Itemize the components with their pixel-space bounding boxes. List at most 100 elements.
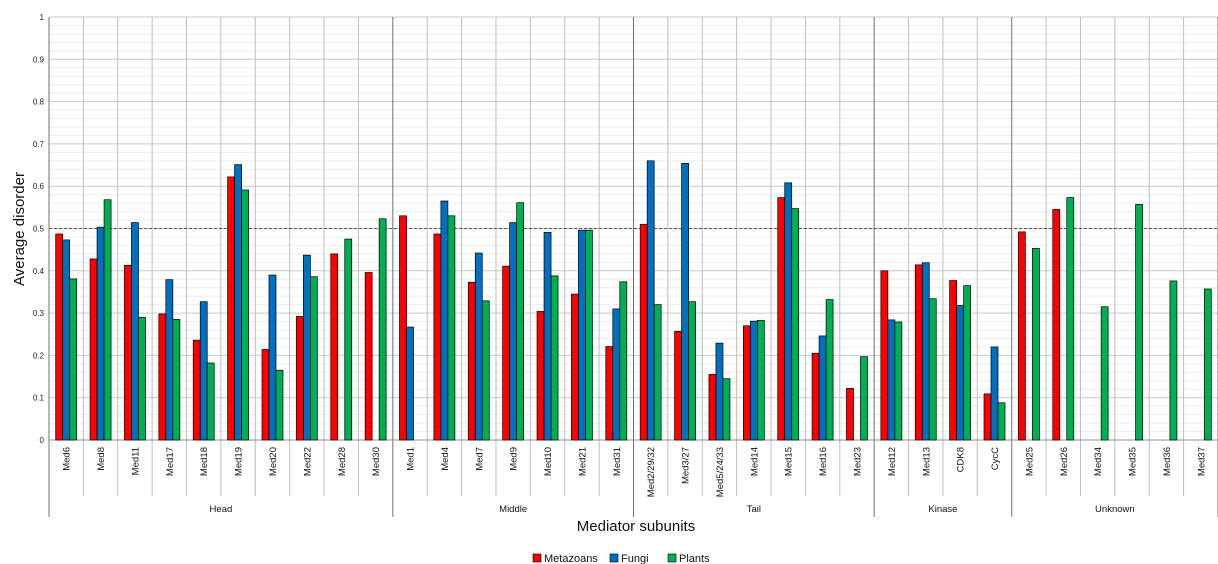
bar-metazoans [502,265,511,441]
category-label: Med30 [371,447,382,476]
bar-plants [447,215,456,441]
bar-plants [103,199,112,441]
bar-metazoans [158,313,167,441]
legend-swatch-fungi [609,553,619,563]
bar-metazoans [433,233,442,441]
bar-metazoans [536,311,545,441]
bar-plants [928,298,937,441]
legend-label: Metazoans [544,553,598,564]
bar-fungi [784,182,793,441]
y-tick-label: 0.4 [33,267,45,276]
bar-plants [550,275,559,441]
legend-label: Fungi [621,553,649,564]
bar-plants [69,278,78,441]
category-label: Med36 [1162,447,1173,476]
bar-fungi [474,252,483,441]
category-label: Med35 [1128,447,1139,476]
category-label: Med19 [234,447,245,476]
bar-metazoans [846,388,854,441]
bar-metazoans [124,264,132,441]
category-label: Med22 [302,447,313,476]
category-label: Med17 [165,447,176,476]
bar-metazoans [227,176,235,441]
bar-plants [344,238,353,441]
bar-fungi [715,342,724,441]
category-label: Med31 [612,447,623,476]
bar-metazoans [261,349,270,441]
bar-fungi [681,163,689,441]
bar-fungi [268,274,277,441]
bar-fungi [509,222,518,441]
y-tick-label: 0 [40,436,45,445]
category-label: Med28 [337,447,348,476]
y-tick-label: 0.5 [33,225,45,234]
bar-metazoans [571,293,579,441]
category-label: Med5/24/33 [715,447,726,497]
bar-plants [791,208,800,441]
bar-metazoans [1018,231,1026,441]
bar-fungi [543,231,552,441]
bar-fungi [440,200,449,441]
bar-metazoans [880,270,889,441]
category-label: Med26 [1059,447,1070,476]
y-tick-label: 0.9 [33,55,45,64]
x-axis-label: Mediator subunits [577,518,695,535]
category-label: Med15 [784,447,795,476]
bar-plants [860,356,868,441]
category-label: CycC [990,447,1001,470]
bar-metazoans [399,215,407,441]
category-label: Med34 [1093,447,1104,476]
bar-plants [653,304,662,441]
category-label: Med1 [406,447,417,471]
bar-plants [241,189,249,441]
bar-fungi [749,320,758,441]
bar-plants [1169,280,1178,441]
y-axis-label: Average disorder [11,172,28,286]
category-label: Med2/29/32 [646,447,657,497]
bar-plants [688,301,696,441]
category-label: Med16 [818,447,829,476]
bar-plants [997,402,1006,441]
bar-plants [1135,204,1143,441]
bar-plants [310,276,318,441]
category-label: Med8 [96,447,107,471]
bar-plants [206,362,215,441]
category-label: Med21 [577,447,588,476]
bar-metazoans [914,264,923,441]
bar-fungi [578,229,586,441]
bar-fungi [887,319,896,441]
bar-metazoans [639,223,648,441]
legend-label: Plants [679,553,710,564]
bar-plants [825,299,834,441]
bar-plants [1066,197,1075,441]
bar-fungi [612,308,621,441]
bar-plants [619,281,628,441]
bar-plants [963,285,971,441]
category-label: Med3/27 [681,447,692,484]
bar-metazoans [674,330,682,441]
category-label: Med7 [474,447,485,471]
bar-fungi [406,326,414,441]
bar-metazoans [364,272,373,441]
group-label: Head [210,504,233,515]
category-label: Med6 [62,447,73,471]
bar-plants [516,202,525,441]
bar-metazoans [708,374,717,441]
bar-plants [481,300,490,441]
bar-fungi [990,346,999,441]
bar-fungi [165,279,174,441]
bar-metazoans [467,281,476,441]
category-label: Med12 [887,447,898,476]
bar-metazoans [296,316,304,441]
legend-swatch-metazoans [532,553,542,563]
bar-fungi [921,262,930,441]
bar-fungi [131,222,139,441]
y-tick-label: 0.3 [33,309,45,318]
category-label: Med20 [268,447,279,476]
bar-metazoans [192,339,201,441]
bar-metazoans [1052,209,1061,441]
y-tick-label: 0.8 [33,98,45,107]
bar-metazoans [55,233,64,441]
bar-fungi [234,164,242,441]
bar-plants [722,378,731,441]
